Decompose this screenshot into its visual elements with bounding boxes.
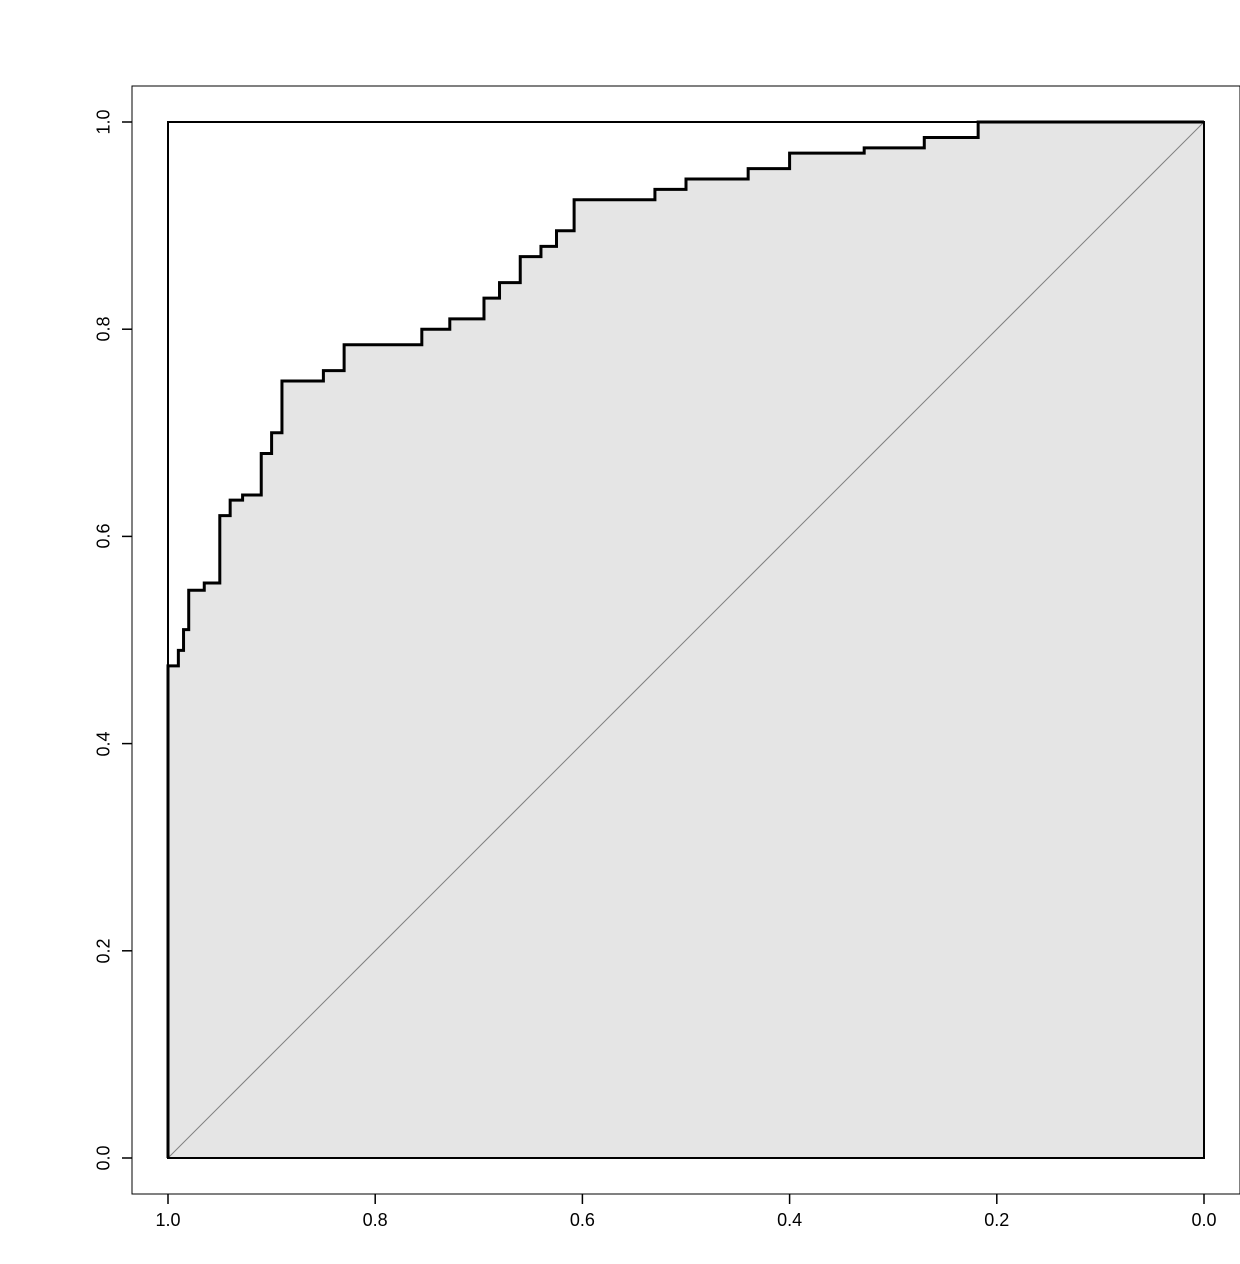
x-tick-label: 1.0: [155, 1210, 180, 1231]
y-tick-label: 0.0: [94, 1145, 115, 1170]
y-tick-label: 0.2: [94, 938, 115, 963]
x-tick-label: 0.6: [570, 1210, 595, 1231]
x-tick-label: 0.2: [984, 1210, 1009, 1231]
y-tick-label: 1.0: [94, 109, 115, 134]
y-tick-label: 0.8: [94, 317, 115, 342]
roc-chart: [0, 0, 1240, 1264]
figure-container: FIGURE 3 1.00.80.60.40.20.00.00.20.40.60…: [0, 0, 1240, 1264]
x-tick-label: 0.0: [1191, 1210, 1216, 1231]
x-tick-label: 0.8: [363, 1210, 388, 1231]
y-tick-label: 0.6: [94, 524, 115, 549]
y-tick-label: 0.4: [94, 731, 115, 756]
x-tick-label: 0.4: [777, 1210, 802, 1231]
